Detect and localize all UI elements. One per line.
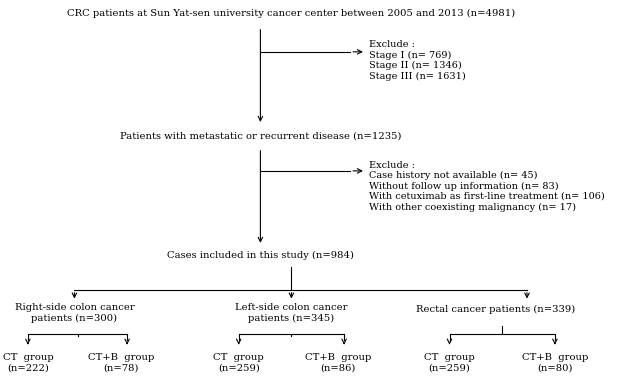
Text: Exclude :
Stage I (n= 769)
Stage II (n= 1346)
Stage III (n= 1631): Exclude : Stage I (n= 769) Stage II (n= … xyxy=(369,40,466,81)
Text: CT+B  group
(n=80): CT+B group (n=80) xyxy=(521,353,588,372)
Text: CRC patients at Sun Yat-sen university cancer center between 2005 and 2013 (n=49: CRC patients at Sun Yat-sen university c… xyxy=(68,9,515,18)
Text: Patients with metastatic or recurrent disease (n=1235): Patients with metastatic or recurrent di… xyxy=(120,132,401,141)
Text: CT+B  group
(n=78): CT+B group (n=78) xyxy=(87,353,154,372)
Text: Rectal cancer patients (n=339): Rectal cancer patients (n=339) xyxy=(417,305,575,314)
Text: CT  group
(n=222): CT group (n=222) xyxy=(2,353,53,372)
Text: Cases included in this study (n=984): Cases included in this study (n=984) xyxy=(167,251,354,260)
Text: Exclude :
Case history not available (n= 45)
Without follow up information (n= 8: Exclude : Case history not available (n=… xyxy=(369,161,604,212)
Text: CT  group
(n=259): CT group (n=259) xyxy=(424,353,475,372)
Text: Right-side colon cancer
patients (n=300): Right-side colon cancer patients (n=300) xyxy=(14,303,135,323)
Text: CT  group
(n=259): CT group (n=259) xyxy=(213,353,264,372)
Text: CT+B  group
(n=86): CT+B group (n=86) xyxy=(304,353,371,372)
Text: Left-side colon cancer
patients (n=345): Left-side colon cancer patients (n=345) xyxy=(235,303,348,323)
